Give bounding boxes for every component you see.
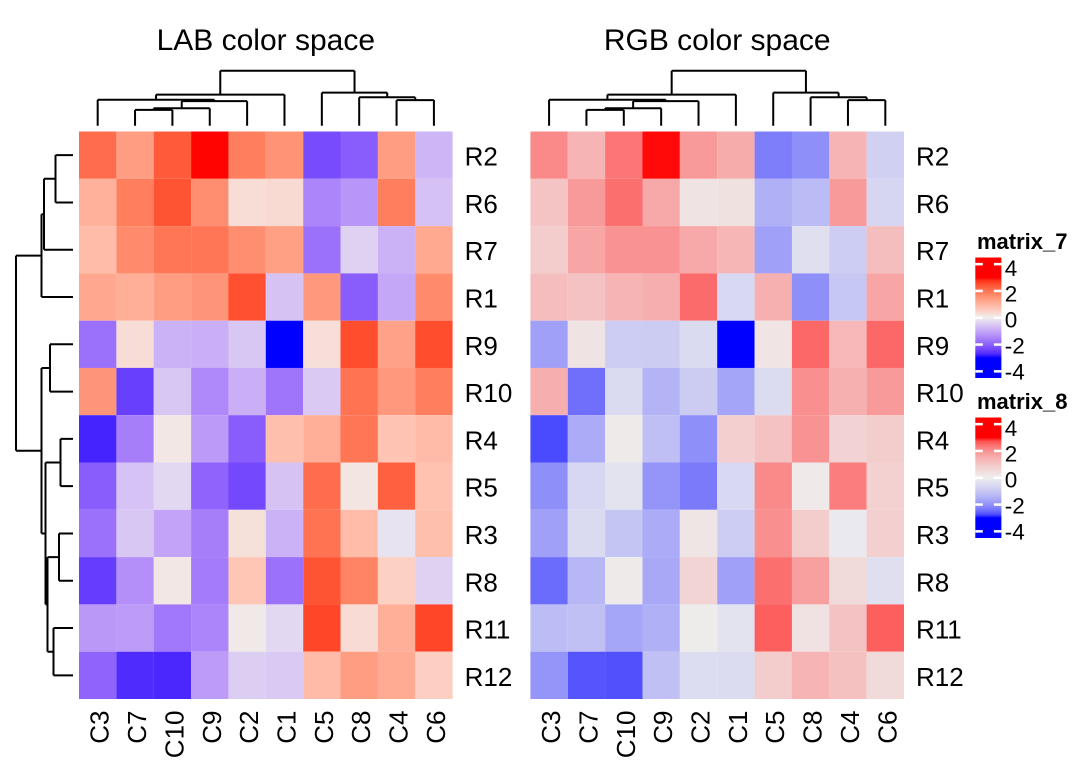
svg-text:matrix_7: matrix_7	[977, 229, 1068, 254]
svg-text:R5: R5	[916, 473, 949, 503]
svg-text:C9: C9	[197, 711, 227, 744]
svg-text:C10: C10	[611, 711, 641, 759]
svg-text:R9: R9	[916, 331, 949, 361]
svg-text:R4: R4	[916, 425, 949, 455]
svg-text:C8: C8	[346, 711, 376, 744]
svg-text:R4: R4	[465, 425, 498, 455]
svg-text:2: 2	[1005, 442, 1018, 467]
svg-text:-4: -4	[1005, 359, 1025, 384]
svg-text:C7: C7	[573, 711, 603, 744]
svg-text:R10: R10	[465, 378, 513, 408]
svg-text:RGB color space: RGB color space	[604, 24, 831, 57]
svg-text:C10: C10	[159, 711, 189, 759]
svg-text:R8: R8	[916, 567, 949, 597]
svg-text:R12: R12	[916, 662, 964, 692]
svg-text:R5: R5	[465, 473, 498, 503]
svg-text:C1: C1	[723, 711, 753, 744]
svg-text:R12: R12	[465, 662, 513, 692]
svg-text:LAB color space: LAB color space	[157, 24, 375, 57]
svg-text:C3: C3	[536, 711, 566, 744]
svg-text:-2: -2	[1005, 333, 1025, 358]
svg-text:R9: R9	[465, 331, 498, 361]
svg-text:R1: R1	[916, 284, 949, 314]
svg-text:C2: C2	[234, 711, 264, 744]
svg-text:C8: C8	[798, 711, 828, 744]
svg-text:C4: C4	[835, 711, 865, 744]
svg-text:C5: C5	[309, 711, 339, 744]
svg-text:C7: C7	[122, 711, 152, 744]
svg-text:R1: R1	[465, 284, 498, 314]
svg-text:0: 0	[1005, 468, 1018, 493]
svg-text:R7: R7	[916, 236, 949, 266]
svg-text:0: 0	[1005, 308, 1018, 333]
svg-text:matrix_8: matrix_8	[977, 389, 1068, 414]
svg-text:R11: R11	[916, 615, 962, 645]
svg-text:R3: R3	[916, 520, 949, 550]
svg-text:R2: R2	[465, 142, 498, 172]
svg-text:R11: R11	[465, 615, 511, 645]
svg-text:C2: C2	[686, 711, 716, 744]
svg-text:R6: R6	[465, 189, 498, 219]
svg-text:R8: R8	[465, 567, 498, 597]
svg-text:C1: C1	[272, 711, 302, 744]
svg-text:C9: C9	[648, 711, 678, 744]
svg-text:C3: C3	[85, 711, 115, 744]
svg-text:2: 2	[1005, 282, 1018, 307]
svg-text:C6: C6	[421, 711, 451, 744]
svg-text:4: 4	[1005, 256, 1018, 281]
svg-text:R2: R2	[916, 142, 949, 172]
svg-text:-2: -2	[1005, 493, 1025, 518]
svg-text:R10: R10	[916, 378, 964, 408]
svg-text:C4: C4	[384, 711, 414, 744]
svg-text:R3: R3	[465, 520, 498, 550]
svg-text:C6: C6	[872, 711, 902, 744]
svg-text:R7: R7	[465, 236, 498, 266]
svg-text:4: 4	[1005, 416, 1018, 441]
svg-text:C5: C5	[760, 711, 790, 744]
svg-text:R6: R6	[916, 189, 949, 219]
svg-text:-4: -4	[1005, 519, 1025, 544]
